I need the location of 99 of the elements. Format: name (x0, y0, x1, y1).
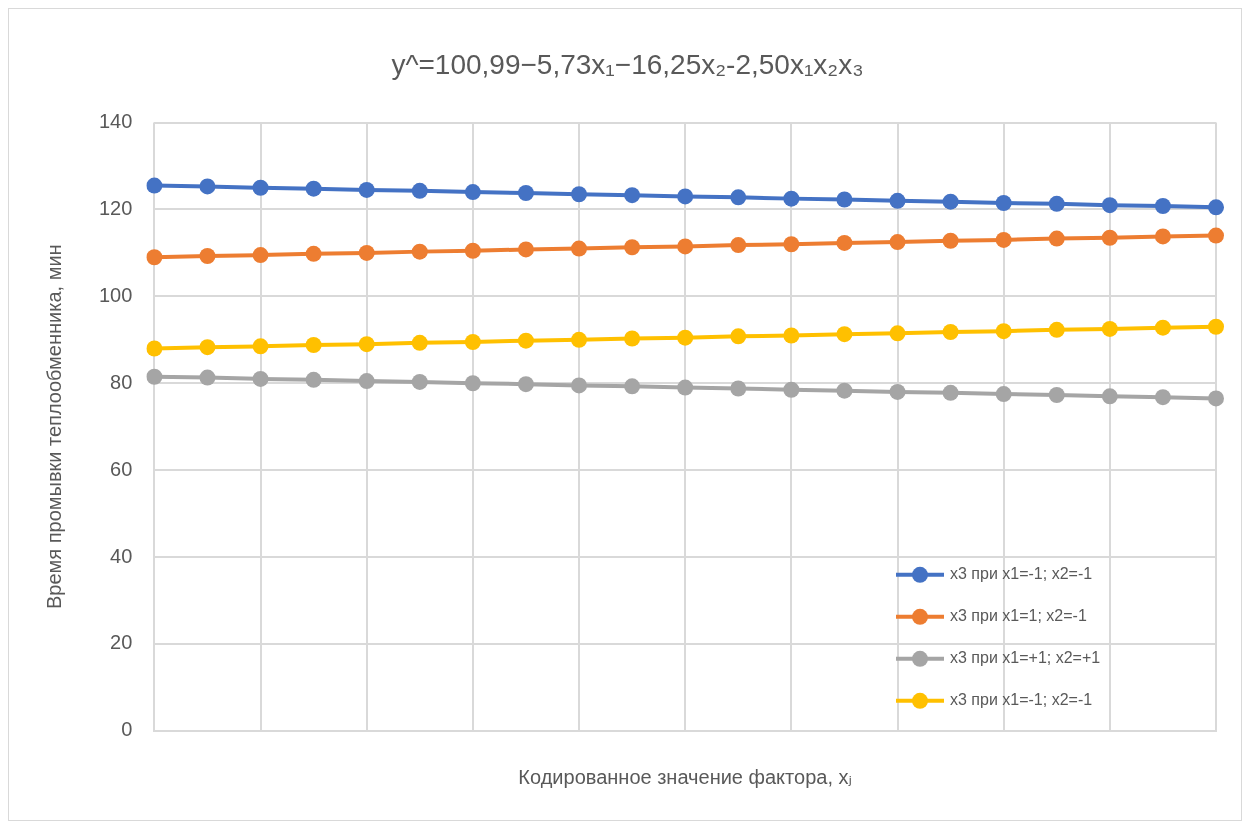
point (1154, 198, 1171, 215)
point (1101, 197, 1118, 214)
y-tick-label: 100 (98, 283, 133, 306)
point (146, 340, 163, 357)
point (517, 376, 534, 393)
point (1048, 230, 1065, 247)
point (942, 232, 959, 249)
point (995, 386, 1012, 403)
y-axis-title: Время промывки теплообменника, мин (42, 244, 65, 609)
point (889, 325, 906, 342)
point (624, 330, 641, 347)
point (358, 244, 375, 261)
legend-label: x3 при x1=1; x2=-1 (950, 607, 1087, 625)
point (1208, 390, 1224, 407)
point (571, 331, 588, 348)
point (995, 323, 1012, 340)
point (358, 373, 375, 390)
y-tick-label: 120 (98, 197, 133, 219)
point (411, 334, 428, 351)
point (783, 190, 800, 207)
y-tick-label: 20 (110, 631, 133, 654)
point (1208, 227, 1224, 244)
y-tick-label: 0 (121, 718, 133, 741)
point (942, 384, 959, 401)
point (942, 324, 959, 340)
point (199, 339, 216, 356)
point (1154, 319, 1171, 336)
y-tick-label: 80 (110, 370, 133, 393)
point (1208, 318, 1224, 335)
point (836, 326, 853, 343)
point (1101, 229, 1118, 246)
point (730, 380, 747, 397)
point (836, 234, 853, 251)
point (1208, 199, 1224, 216)
point (146, 177, 163, 194)
point (146, 249, 163, 266)
point (358, 181, 375, 198)
point (783, 327, 800, 344)
y-tick-label: 60 (110, 457, 133, 480)
point (571, 377, 588, 394)
point (199, 247, 216, 264)
point (411, 243, 428, 260)
point (305, 180, 322, 197)
point (517, 332, 534, 349)
point (995, 231, 1012, 248)
point (677, 329, 694, 346)
point (1154, 228, 1171, 245)
point (1101, 388, 1118, 405)
point (783, 381, 800, 398)
point (783, 236, 800, 253)
x-axis-title: Кодированное значение фактора, xⱼ (518, 765, 853, 788)
point (305, 371, 322, 388)
point (571, 186, 588, 203)
point (146, 368, 163, 385)
point (305, 337, 322, 354)
legend-label: x3 при x1=-1; x2=-1 (950, 691, 1093, 709)
point (464, 242, 481, 259)
point (252, 338, 269, 355)
point (1048, 386, 1065, 403)
point (1154, 389, 1171, 406)
point (836, 382, 853, 399)
point (199, 178, 216, 195)
y-tick-label: 140 (98, 110, 133, 133)
point (571, 240, 588, 257)
point (624, 239, 641, 256)
point (252, 179, 269, 196)
point (411, 182, 428, 199)
point (252, 247, 269, 264)
point (624, 378, 641, 395)
point (464, 375, 481, 392)
point (517, 184, 534, 201)
point (889, 234, 906, 251)
point (677, 238, 694, 255)
point (305, 245, 322, 262)
y-tick-label: 40 (110, 544, 133, 567)
point (730, 328, 747, 345)
point (995, 194, 1012, 211)
point (836, 191, 853, 208)
point (624, 187, 641, 204)
point (677, 379, 694, 396)
point (1101, 320, 1118, 337)
legend-label: x3 при x1=+1; x2=+1 (950, 649, 1101, 667)
point (199, 369, 216, 386)
point (889, 192, 906, 209)
point (677, 188, 694, 205)
point (730, 189, 747, 206)
point (358, 336, 375, 353)
point (1048, 195, 1065, 212)
point (411, 373, 428, 390)
point (517, 241, 534, 258)
point (730, 237, 747, 254)
legend-label: x3 при x1=-1; x2=-1 (950, 565, 1093, 583)
point (1048, 321, 1065, 338)
point (464, 333, 481, 350)
chart-title: y^=100,99−5,73x₁−16,25x₂-2,50x₁x₂x₃ (391, 48, 864, 80)
point (252, 370, 269, 387)
point (942, 193, 959, 210)
point (889, 383, 906, 400)
point (464, 184, 481, 201)
